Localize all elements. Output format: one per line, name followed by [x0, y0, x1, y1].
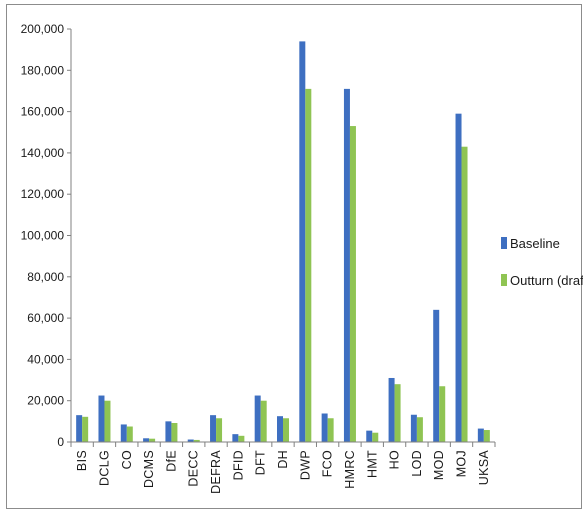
bar: [76, 415, 83, 442]
chart-frame: 0 20,000 40,000 60,000 80,000 100,000 120,000 1…: [6, 4, 588, 509]
bar: [143, 438, 150, 442]
bar: [120, 424, 127, 442]
bar: [439, 386, 446, 442]
bar: [82, 416, 89, 442]
y-tick-label: 200,000: [21, 22, 65, 36]
x-tick-label: HMT: [365, 450, 379, 478]
bar: [416, 417, 423, 442]
x-axis: BIS DCLG CO DCMS DfE DECC DEFRA DFID DFT DH DWP FCO…: [70, 441, 496, 494]
bar: [372, 432, 379, 442]
y-tick-label: 180,000: [21, 63, 65, 77]
bar: [165, 421, 172, 442]
x-tick-label: UKSA: [477, 450, 491, 486]
bar: [461, 146, 468, 442]
bar: [299, 41, 306, 442]
legend: Baseline Outturn (draft): [501, 236, 588, 288]
bar: [171, 423, 178, 442]
bar: [305, 88, 312, 442]
y-axis: 0 20,000 40,000 60,000 80,000 100,000 120,000 1…: [21, 22, 72, 449]
bar: [277, 416, 283, 442]
bar: [210, 415, 217, 442]
x-tick-label: DFT: [254, 450, 268, 475]
bar: [366, 430, 373, 442]
y-tick-label: 80,000: [27, 270, 64, 284]
bar: [433, 309, 440, 442]
x-tick-label: HMRC: [343, 450, 357, 489]
bar: [126, 426, 133, 442]
bar: [327, 418, 334, 442]
bar: [321, 413, 328, 442]
bar: [283, 418, 289, 442]
bars: [76, 41, 490, 443]
bar: [238, 435, 245, 442]
bar: [483, 430, 490, 442]
bar: [98, 395, 105, 442]
bar: [149, 438, 156, 442]
bar: [349, 126, 356, 443]
legend-swatch: [501, 274, 507, 286]
bar: [455, 113, 462, 442]
bar: [254, 395, 261, 442]
legend-label: Outturn (draft): [510, 273, 583, 288]
legend-label: Baseline: [510, 236, 560, 251]
legend-swatch: [501, 237, 507, 249]
x-tick-label: DfE: [164, 450, 178, 472]
bar: [104, 400, 111, 442]
x-tick-label: FCO: [321, 450, 335, 477]
y-tick-label: 100,000: [21, 229, 65, 243]
bar: [260, 400, 267, 442]
bar: [193, 439, 200, 442]
bar: [394, 384, 401, 442]
bar: [343, 88, 350, 442]
bar: [410, 414, 417, 442]
x-tick-label: DCLG: [97, 450, 111, 486]
x-tick-label: BIS: [75, 450, 89, 471]
bar: [216, 418, 223, 442]
x-tick-label: MOD: [432, 450, 446, 480]
y-tick-label: 60,000: [27, 311, 64, 325]
x-tick-label: CO: [120, 450, 134, 469]
x-tick-label: DH: [276, 450, 290, 469]
y-tick-label: 40,000: [27, 352, 64, 366]
x-tick-label: DWP: [298, 450, 312, 480]
bar: [187, 439, 194, 442]
bar: [477, 428, 484, 442]
x-tick-label: DECC: [187, 450, 201, 487]
x-tick-label: DFID: [231, 450, 245, 480]
x-tick-label: DCMS: [142, 450, 156, 488]
y-tick-label: 0: [57, 435, 64, 449]
bar-chart: 0 20,000 40,000 60,000 80,000 100,000 120,000 1…: [21, 22, 588, 494]
x-tick-label: DEFRA: [209, 450, 223, 494]
y-tick-label: 20,000: [27, 394, 64, 408]
x-tick-label: HO: [388, 450, 402, 469]
y-tick-label: 140,000: [21, 146, 65, 160]
y-tick-label: 160,000: [21, 105, 65, 119]
x-tick-label: LOD: [410, 450, 424, 477]
x-tick-label: MOJ: [455, 450, 469, 477]
y-tick-label: 120,000: [21, 187, 65, 201]
bar: [232, 434, 239, 442]
bar: [388, 377, 395, 442]
